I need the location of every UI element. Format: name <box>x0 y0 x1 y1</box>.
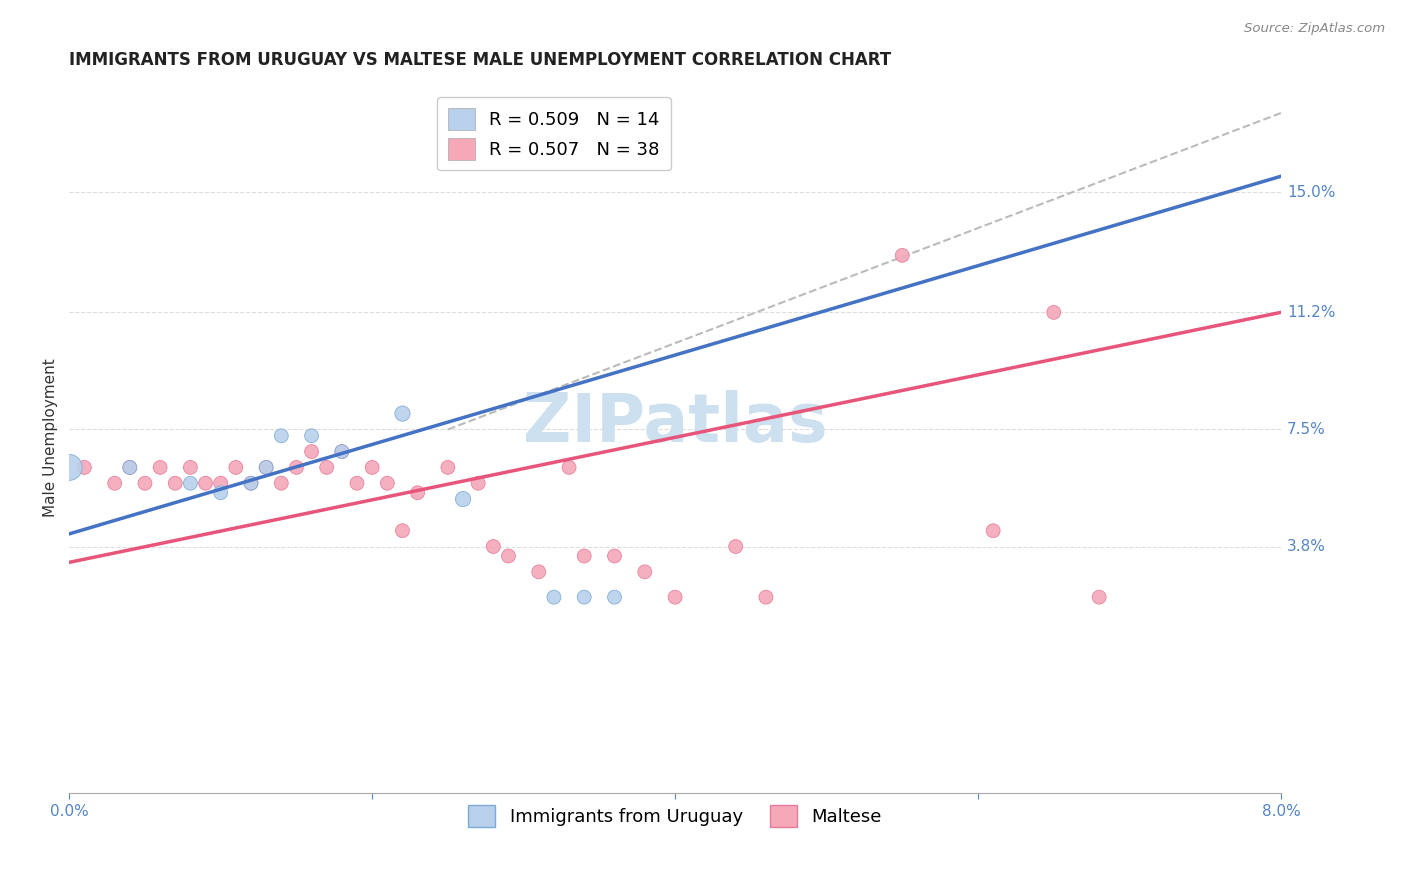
Point <box>755 590 778 604</box>
Point <box>406 485 429 500</box>
Point <box>118 460 141 475</box>
Point <box>301 444 323 458</box>
Point <box>558 460 581 475</box>
Point <box>391 524 413 538</box>
Point <box>118 460 141 475</box>
Point <box>254 460 277 475</box>
Point <box>724 540 747 554</box>
Point <box>482 540 505 554</box>
Point <box>574 549 596 563</box>
Point <box>543 590 565 604</box>
Point <box>527 565 550 579</box>
Text: IMMIGRANTS FROM URUGUAY VS MALTESE MALE UNEMPLOYMENT CORRELATION CHART: IMMIGRANTS FROM URUGUAY VS MALTESE MALE … <box>69 51 891 69</box>
Point <box>634 565 657 579</box>
Point <box>498 549 520 563</box>
Point <box>574 590 596 604</box>
Point <box>285 460 308 475</box>
Point <box>891 248 914 262</box>
Point <box>981 524 1004 538</box>
Text: 3.8%: 3.8% <box>1286 539 1326 554</box>
Text: 15.0%: 15.0% <box>1286 185 1336 200</box>
Point <box>361 460 384 475</box>
Point <box>603 549 626 563</box>
Point <box>270 429 292 443</box>
Text: ZIPatlas: ZIPatlas <box>523 390 827 456</box>
Text: Source: ZipAtlas.com: Source: ZipAtlas.com <box>1244 22 1385 36</box>
Point <box>270 476 292 491</box>
Point <box>58 460 80 475</box>
Point <box>437 460 460 475</box>
Point <box>179 476 201 491</box>
Point <box>346 476 368 491</box>
Point <box>330 444 353 458</box>
Point <box>315 460 337 475</box>
Point <box>664 590 686 604</box>
Y-axis label: Male Unemployment: Male Unemployment <box>44 358 58 516</box>
Text: 11.2%: 11.2% <box>1286 305 1336 320</box>
Point <box>240 476 263 491</box>
Point <box>104 476 127 491</box>
Point <box>391 407 413 421</box>
Point <box>165 476 187 491</box>
Point <box>603 590 626 604</box>
Point <box>254 460 277 475</box>
Point <box>73 460 96 475</box>
Point <box>375 476 398 491</box>
Point <box>209 476 232 491</box>
Point <box>330 444 353 458</box>
Point <box>194 476 217 491</box>
Point <box>209 485 232 500</box>
Point <box>451 491 474 506</box>
Text: 7.5%: 7.5% <box>1286 422 1326 437</box>
Point <box>1088 590 1111 604</box>
Point <box>467 476 489 491</box>
Point <box>225 460 247 475</box>
Legend: Immigrants from Uruguay, Maltese: Immigrants from Uruguay, Maltese <box>461 797 889 834</box>
Point <box>179 460 201 475</box>
Point <box>1042 305 1064 319</box>
Point <box>134 476 156 491</box>
Point <box>240 476 263 491</box>
Point <box>149 460 172 475</box>
Point <box>301 429 323 443</box>
